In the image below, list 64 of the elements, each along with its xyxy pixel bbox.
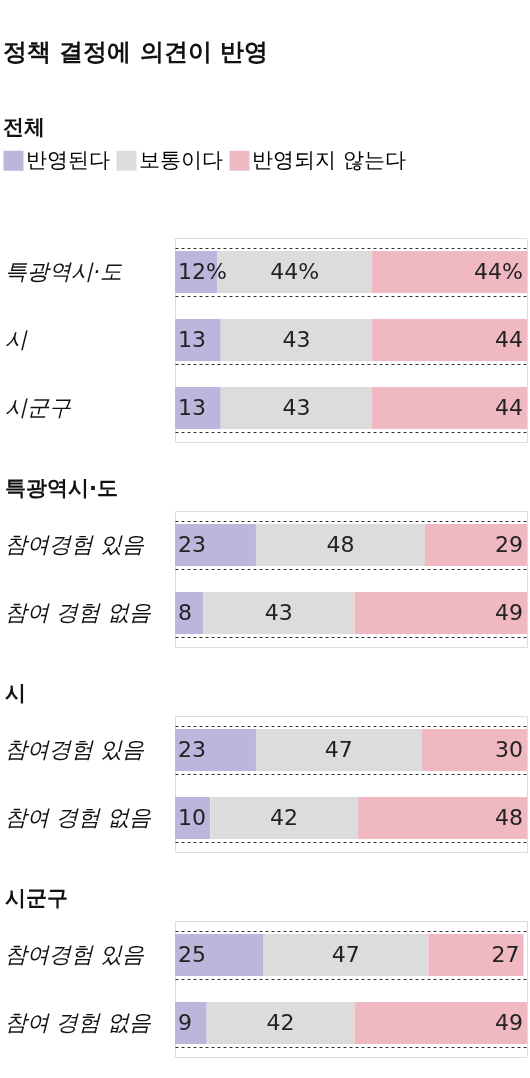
data-label: 25 — [178, 942, 206, 967]
data-label: 49 — [495, 600, 523, 625]
bar — [424, 523, 527, 567]
bar — [255, 523, 425, 567]
data-label: 12% — [178, 259, 227, 284]
data-label: 30 — [495, 737, 523, 762]
data-label: 44% — [270, 259, 320, 284]
bar — [175, 728, 256, 772]
legend-label: 반영된다 — [26, 147, 110, 172]
data-label: 43 — [282, 395, 311, 420]
data-label: 47 — [331, 942, 360, 967]
data-label: 48 — [326, 532, 355, 557]
bar — [255, 728, 422, 772]
data-label: 44 — [495, 395, 523, 420]
bar — [203, 591, 355, 635]
bar — [354, 1001, 527, 1045]
data-label: 48 — [495, 805, 523, 830]
bar — [263, 933, 429, 977]
data-label: 43 — [282, 327, 311, 352]
y-tick-label: 시군구 — [5, 395, 72, 420]
y-tick-label: 특광역시·도 — [5, 259, 122, 284]
data-label: 8 — [178, 600, 192, 625]
data-label: 44% — [474, 259, 523, 284]
y-tick-label: 참여경험 있음 — [5, 737, 145, 762]
bar — [354, 591, 527, 635]
data-label: 13 — [178, 395, 206, 420]
bar — [428, 933, 524, 977]
legend-label: 보통이다 — [139, 147, 223, 172]
bar — [175, 523, 256, 567]
bar — [372, 250, 527, 294]
data-label: 13 — [178, 327, 206, 352]
bar — [175, 386, 221, 430]
y-tick-label: 참여 경험 없음 — [5, 805, 152, 830]
y-tick-label: 시 — [5, 327, 28, 352]
bar — [175, 933, 263, 977]
y-tick-label: 참여경험 있음 — [5, 532, 145, 557]
data-label: 27 — [491, 942, 520, 967]
y-tick-label: 참여 경험 없음 — [5, 600, 152, 625]
data-label: 29 — [495, 532, 523, 557]
bar — [372, 386, 527, 430]
bar — [421, 728, 527, 772]
bar — [210, 796, 359, 840]
data-label: 42 — [266, 1010, 295, 1035]
legend-label: 반영되지 않는다 — [252, 147, 406, 172]
bar — [372, 318, 527, 362]
bar — [220, 318, 373, 362]
data-label: 23 — [178, 532, 206, 557]
y-tick-label: 참여 경험 없음 — [5, 1010, 152, 1035]
bar — [206, 1001, 355, 1045]
data-label: 43 — [264, 600, 293, 625]
data-label: 42 — [270, 805, 299, 830]
bar — [358, 796, 527, 840]
data-label: 10 — [178, 805, 206, 830]
chart-title: 정책 결정에 의견이 반영 — [3, 38, 269, 66]
bar — [175, 318, 221, 362]
data-label: 44 — [495, 327, 523, 352]
data-label: 23 — [178, 737, 206, 762]
data-label: 49 — [495, 1010, 523, 1035]
bar — [175, 1001, 207, 1045]
chart-subtitle: 전체 — [3, 115, 45, 139]
bar — [220, 386, 373, 430]
data-label: 47 — [324, 737, 353, 762]
y-tick-label: 참여경험 있음 — [5, 942, 145, 967]
data-label: 9 — [178, 1010, 192, 1035]
